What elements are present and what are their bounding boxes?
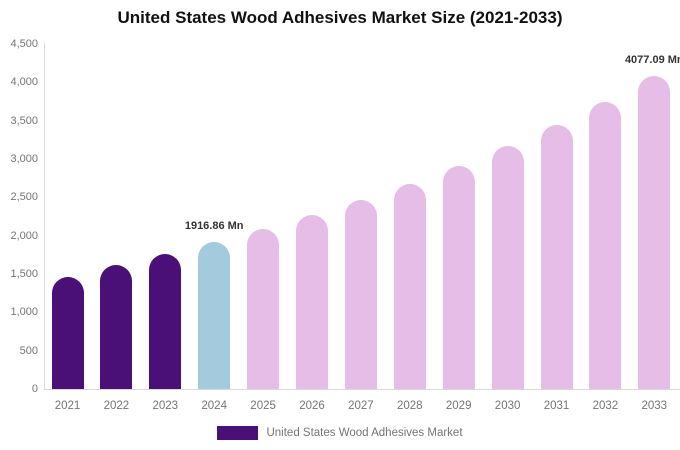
- y-axis-tick-label: 3,500: [10, 114, 38, 127]
- x-axis-tick-label: 2025: [250, 400, 276, 412]
- y-axis-tick-label: 3,000: [10, 153, 38, 165]
- x-axis-tick-label: 2024: [201, 400, 227, 412]
- x-axis-tick-label: 2027: [348, 400, 374, 412]
- x-axis-tick-label: 2021: [54, 400, 81, 412]
- bar-2032[interactable]: [589, 101, 622, 389]
- y-axis-line: [44, 43, 45, 390]
- value-label-2024: 1916.86 Mn: [184, 220, 244, 233]
- bar-2024[interactable]: [198, 242, 231, 389]
- x-axis-tick-label: 2030: [494, 400, 521, 412]
- bar-2021[interactable]: [51, 276, 84, 389]
- chart-title: United States Wood Adhesives Market Size…: [117, 8, 563, 27]
- value-label-2033: 4077.09 Mn: [624, 54, 680, 67]
- bar-2033[interactable]: [638, 76, 671, 389]
- legend-swatch-icon: [217, 426, 259, 440]
- x-axis-tick-label: 2031: [543, 400, 570, 412]
- bar-2027[interactable]: [344, 200, 377, 389]
- y-axis-tick-label: 0: [31, 383, 38, 395]
- y-axis-tick-label: 1,000: [10, 306, 38, 319]
- bar-2023[interactable]: [149, 254, 182, 389]
- bar-2025[interactable]: [247, 229, 280, 389]
- y-axis-tick-label: 4,500: [10, 38, 38, 50]
- y-axis-tick-label: 4,000: [10, 76, 38, 89]
- y-axis-tick-label: 500: [19, 344, 38, 357]
- y-axis-tick-label: 2,000: [10, 229, 38, 242]
- y-axis-tick-label: 1,500: [10, 268, 38, 280]
- x-axis-tick-label: 2026: [299, 400, 325, 412]
- x-axis-tick-label: 2023: [152, 400, 179, 412]
- x-axis-tick-label: 2028: [397, 400, 423, 412]
- x-axis-tick-label: 2029: [445, 400, 472, 412]
- bar-2022[interactable]: [100, 264, 133, 389]
- y-axis-tick-label: 2,500: [10, 191, 38, 204]
- x-axis-tick-label: 2022: [103, 400, 130, 412]
- bar-2030[interactable]: [491, 145, 524, 389]
- x-axis-tick-label: 2032: [592, 400, 619, 412]
- bar-2031[interactable]: [540, 124, 573, 389]
- bar-2029[interactable]: [442, 165, 475, 389]
- bar-2026[interactable]: [296, 215, 328, 389]
- bar-2028[interactable]: [393, 183, 426, 389]
- x-axis-tick-label: 2033: [641, 400, 668, 412]
- legend[interactable]: United States Wood Adhesives Market: [0, 426, 680, 440]
- legend-label: United States Wood Adhesives Market: [266, 427, 463, 439]
- x-axis-line: [44, 389, 680, 390]
